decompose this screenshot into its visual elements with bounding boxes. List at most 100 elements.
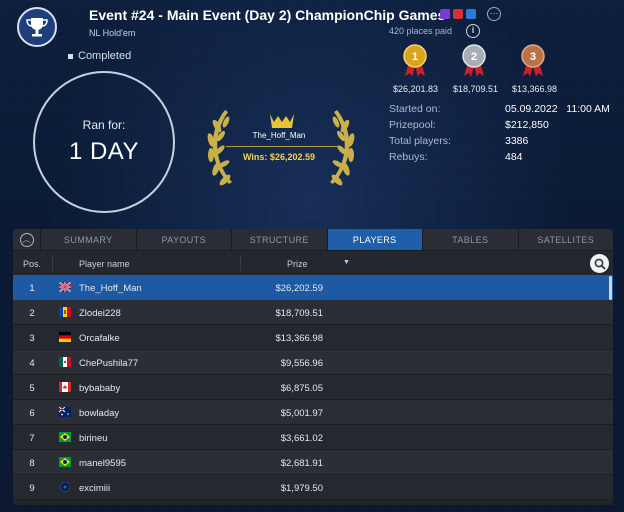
- silver-medal-icon: 2: [462, 44, 486, 77]
- players-table-header: Pos. Player name Prize ▼: [13, 251, 613, 275]
- column-divider: [52, 255, 53, 271]
- header-prize[interactable]: Prize: [287, 259, 308, 269]
- header-player-name[interactable]: Player name: [79, 259, 130, 269]
- second-place-prize: $18,709.51: [453, 84, 499, 94]
- collapse-button[interactable]: ︿: [13, 229, 41, 250]
- table-row[interactable]: 1 The_Hoff_Man $26,202.59: [13, 275, 613, 300]
- championchip-logo: [17, 7, 57, 47]
- medal-place: 2: [471, 51, 477, 63]
- bronze-medal-icon: 3: [521, 44, 545, 77]
- tab-players[interactable]: PLAYERS: [327, 229, 423, 250]
- table-row[interactable]: 5 bybababy $6,875.05: [13, 375, 613, 400]
- sort-descending-icon[interactable]: ▼: [343, 259, 350, 266]
- row-player-name: bybababy: [79, 383, 121, 394]
- row-prize: $18,709.51: [275, 308, 323, 319]
- search-icon: [594, 258, 606, 270]
- ran-for-label: Ran for:: [82, 118, 126, 132]
- tab-satellites[interactable]: SATELLITES: [537, 235, 595, 245]
- players-table-body: 1 The_Hoff_Man $26,202.59 2 Zlodei228 $18,709…: [13, 275, 613, 500]
- row-prize: $2,681.91: [280, 458, 323, 469]
- stat-value: 484: [505, 151, 523, 163]
- stat-label: Prizepool:: [389, 119, 436, 131]
- tournament-title: Event #24 - Main Event (Day 2) ChampionC…: [89, 7, 446, 23]
- header-pos[interactable]: Pos.: [23, 259, 42, 269]
- tab-bar: ︿ SUMMARY PAYOUTS STRUCTURE PLAYERS TABL…: [13, 229, 613, 251]
- row-position: 8: [29, 458, 35, 469]
- gold-medal-icon: 1: [403, 44, 427, 77]
- ran-for-circle: Ran for: 1 DAY: [33, 71, 175, 213]
- tab-payouts[interactable]: PAYOUTS: [137, 229, 232, 250]
- row-position: 6: [29, 408, 35, 419]
- badge-purple-icon: [440, 9, 450, 19]
- medal-place: 1: [412, 51, 418, 63]
- br-flag-icon: [59, 457, 71, 467]
- third-place-prize: $13,366.98: [512, 84, 558, 94]
- row-prize: $9,556.96: [280, 358, 323, 369]
- tournament-stats: Started on: 05.09.2022 11:00 AM Prizepoo…: [389, 101, 610, 165]
- row-player-name: ChePushila77: [79, 358, 139, 369]
- status-label: Completed: [78, 50, 132, 62]
- stat-prizepool: Prizepool: $212,850: [389, 117, 610, 133]
- row-position: 7: [29, 433, 35, 444]
- row-player-name: bowladay: [79, 408, 120, 419]
- row-position: 5: [29, 383, 35, 394]
- row-player-name: birineu: [79, 433, 108, 444]
- badge-red-icon: [453, 9, 463, 19]
- info-icon[interactable]: i: [466, 24, 480, 38]
- badge-blue-icon: [466, 9, 476, 19]
- medal-place: 3: [530, 51, 536, 63]
- stat-value: $212,850: [505, 119, 549, 131]
- row-prize: $3,661.02: [280, 433, 323, 444]
- row-prize: $13,366.98: [275, 333, 323, 344]
- stat-label: Rebuys:: [389, 151, 428, 163]
- first-place-prize: $26,201.83: [393, 84, 439, 94]
- more-options-button[interactable]: ···: [487, 7, 501, 21]
- globe-flag-icon: [60, 482, 70, 492]
- column-divider: [240, 255, 241, 271]
- tab-tables[interactable]: TABLES: [423, 229, 519, 250]
- tournament-badges: [440, 9, 476, 19]
- table-row[interactable]: 3 Orcafalke $13,366.98: [13, 325, 613, 350]
- places-paid: 420 places paid: [389, 26, 453, 36]
- trophy-icon: [26, 18, 48, 37]
- status-indicator: Completed: [68, 50, 131, 62]
- row-position: 2: [29, 308, 35, 319]
- winner-name: The_Hoff_Man: [252, 131, 306, 140]
- row-position: 1: [29, 283, 35, 294]
- scrollbar-thumb[interactable]: [609, 276, 612, 300]
- ran-for-value: 1 DAY: [68, 138, 140, 165]
- table-row[interactable]: 4 ChePushila77 $9,556.96: [13, 350, 613, 375]
- row-player-name: manel9595: [79, 458, 127, 469]
- row-position: 3: [29, 333, 35, 344]
- tab-summary[interactable]: SUMMARY: [41, 229, 137, 250]
- tab-structure[interactable]: STRUCTURE: [232, 229, 328, 250]
- au-flag-icon: [59, 407, 71, 417]
- chevron-up-icon: ︿: [19, 232, 34, 247]
- table-row[interactable]: 6 bowladay $5,001.97: [13, 400, 613, 425]
- tournament-lobby-panel: ︿ SUMMARY PAYOUTS STRUCTURE PLAYERS TABL…: [13, 229, 613, 505]
- stat-rebuys: Rebuys: 484: [389, 149, 610, 165]
- stat-value: 3386: [505, 135, 529, 147]
- br-flag-icon: [59, 432, 71, 442]
- laurel-wreath-icon: [207, 110, 355, 186]
- de-flag-icon: [59, 332, 71, 342]
- row-prize: $6,875.05: [280, 383, 323, 394]
- search-button[interactable]: [590, 254, 609, 273]
- row-position: 9: [29, 483, 35, 494]
- winner-winnings: Wins: $26,202.59: [243, 152, 315, 162]
- row-player-name: Orcafalke: [79, 333, 120, 344]
- stat-value: 05.09.2022 11:00 AM: [505, 103, 610, 115]
- table-row[interactable]: 2 Zlodei228 $18,709.51: [13, 300, 613, 325]
- stat-label: Total players:: [389, 135, 451, 147]
- stat-label: Started on:: [389, 103, 441, 115]
- row-prize: $26,202.59: [275, 283, 323, 294]
- table-row[interactable]: 8 manel9595 $2,681.91: [13, 450, 613, 475]
- game-type: NL Hold'em: [89, 28, 136, 38]
- table-row[interactable]: 7 birineu $3,661.02: [13, 425, 613, 450]
- row-player-name: The_Hoff_Man: [79, 283, 142, 294]
- table-row[interactable]: 9 excimiii $1,979.50: [13, 475, 613, 500]
- row-prize: $1,979.50: [280, 483, 323, 494]
- stat-total-players: Total players: 3386: [389, 133, 610, 149]
- ca-flag-icon: [59, 382, 71, 392]
- mx-flag-icon: [59, 357, 71, 367]
